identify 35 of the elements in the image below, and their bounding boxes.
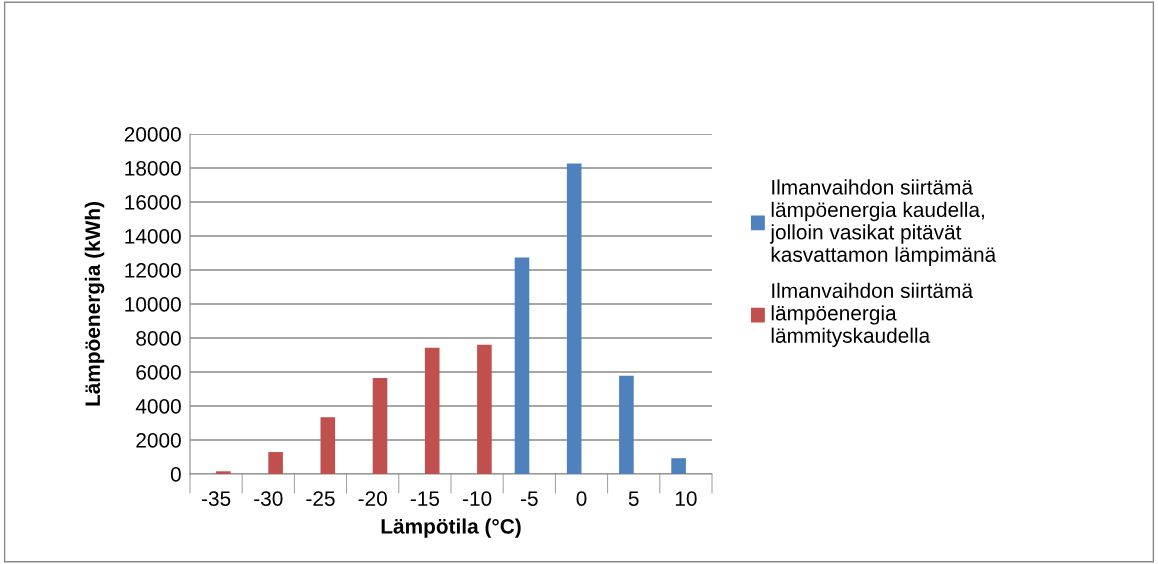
x-tick-label: -20 [358,491,387,506]
x-tick-label: -35 [201,491,231,506]
y-tick-label: 16000 [125,195,181,210]
bar [372,378,388,474]
y-tick-label: 2000 [136,433,181,448]
y-tick-label: 18000 [125,161,181,176]
legend-label: Ilmanvaihdon siirtämä lämpöenergia lämmityskaudella [771,282,974,348]
y-axis-title: Lämpöenergia (kWh) [84,202,105,406]
bar [566,163,582,474]
y-tick-label: 8000 [136,331,181,346]
x-tick-label: -10 [462,491,492,506]
y-tick-label: 14000 [125,229,181,244]
x-tick-label: -15 [410,491,440,506]
bar [268,452,283,474]
bar [216,471,231,474]
x-axis-title: Lämpötila (°C) [381,518,521,538]
x-tick-label: 0 [576,491,587,506]
x-tick-label: -25 [306,491,335,506]
bar [514,257,530,474]
y-tick-label: 10000 [125,297,181,312]
legend-label: Ilmanvaihdon siirtämä lämpöenergia kaudella, jolloin vasikat pitävät kasvattamon lämpimänä [769,179,997,267]
x-tick-label: 10 [675,491,697,506]
bar [424,347,440,474]
x-tick-label: 5 [628,491,639,506]
bar [671,458,686,474]
bar [320,417,336,474]
y-tick-label: 6000 [136,365,181,380]
y-tick-label: 20000 [124,127,181,142]
y-tick-label: 0 [170,467,181,482]
y-tick-label: 12000 [125,263,181,278]
x-tick-label: -30 [254,491,283,506]
x-tick-label: -5 [520,491,538,506]
bar [619,375,634,474]
y-tick-label: 4000 [135,399,181,414]
bar [477,344,492,474]
